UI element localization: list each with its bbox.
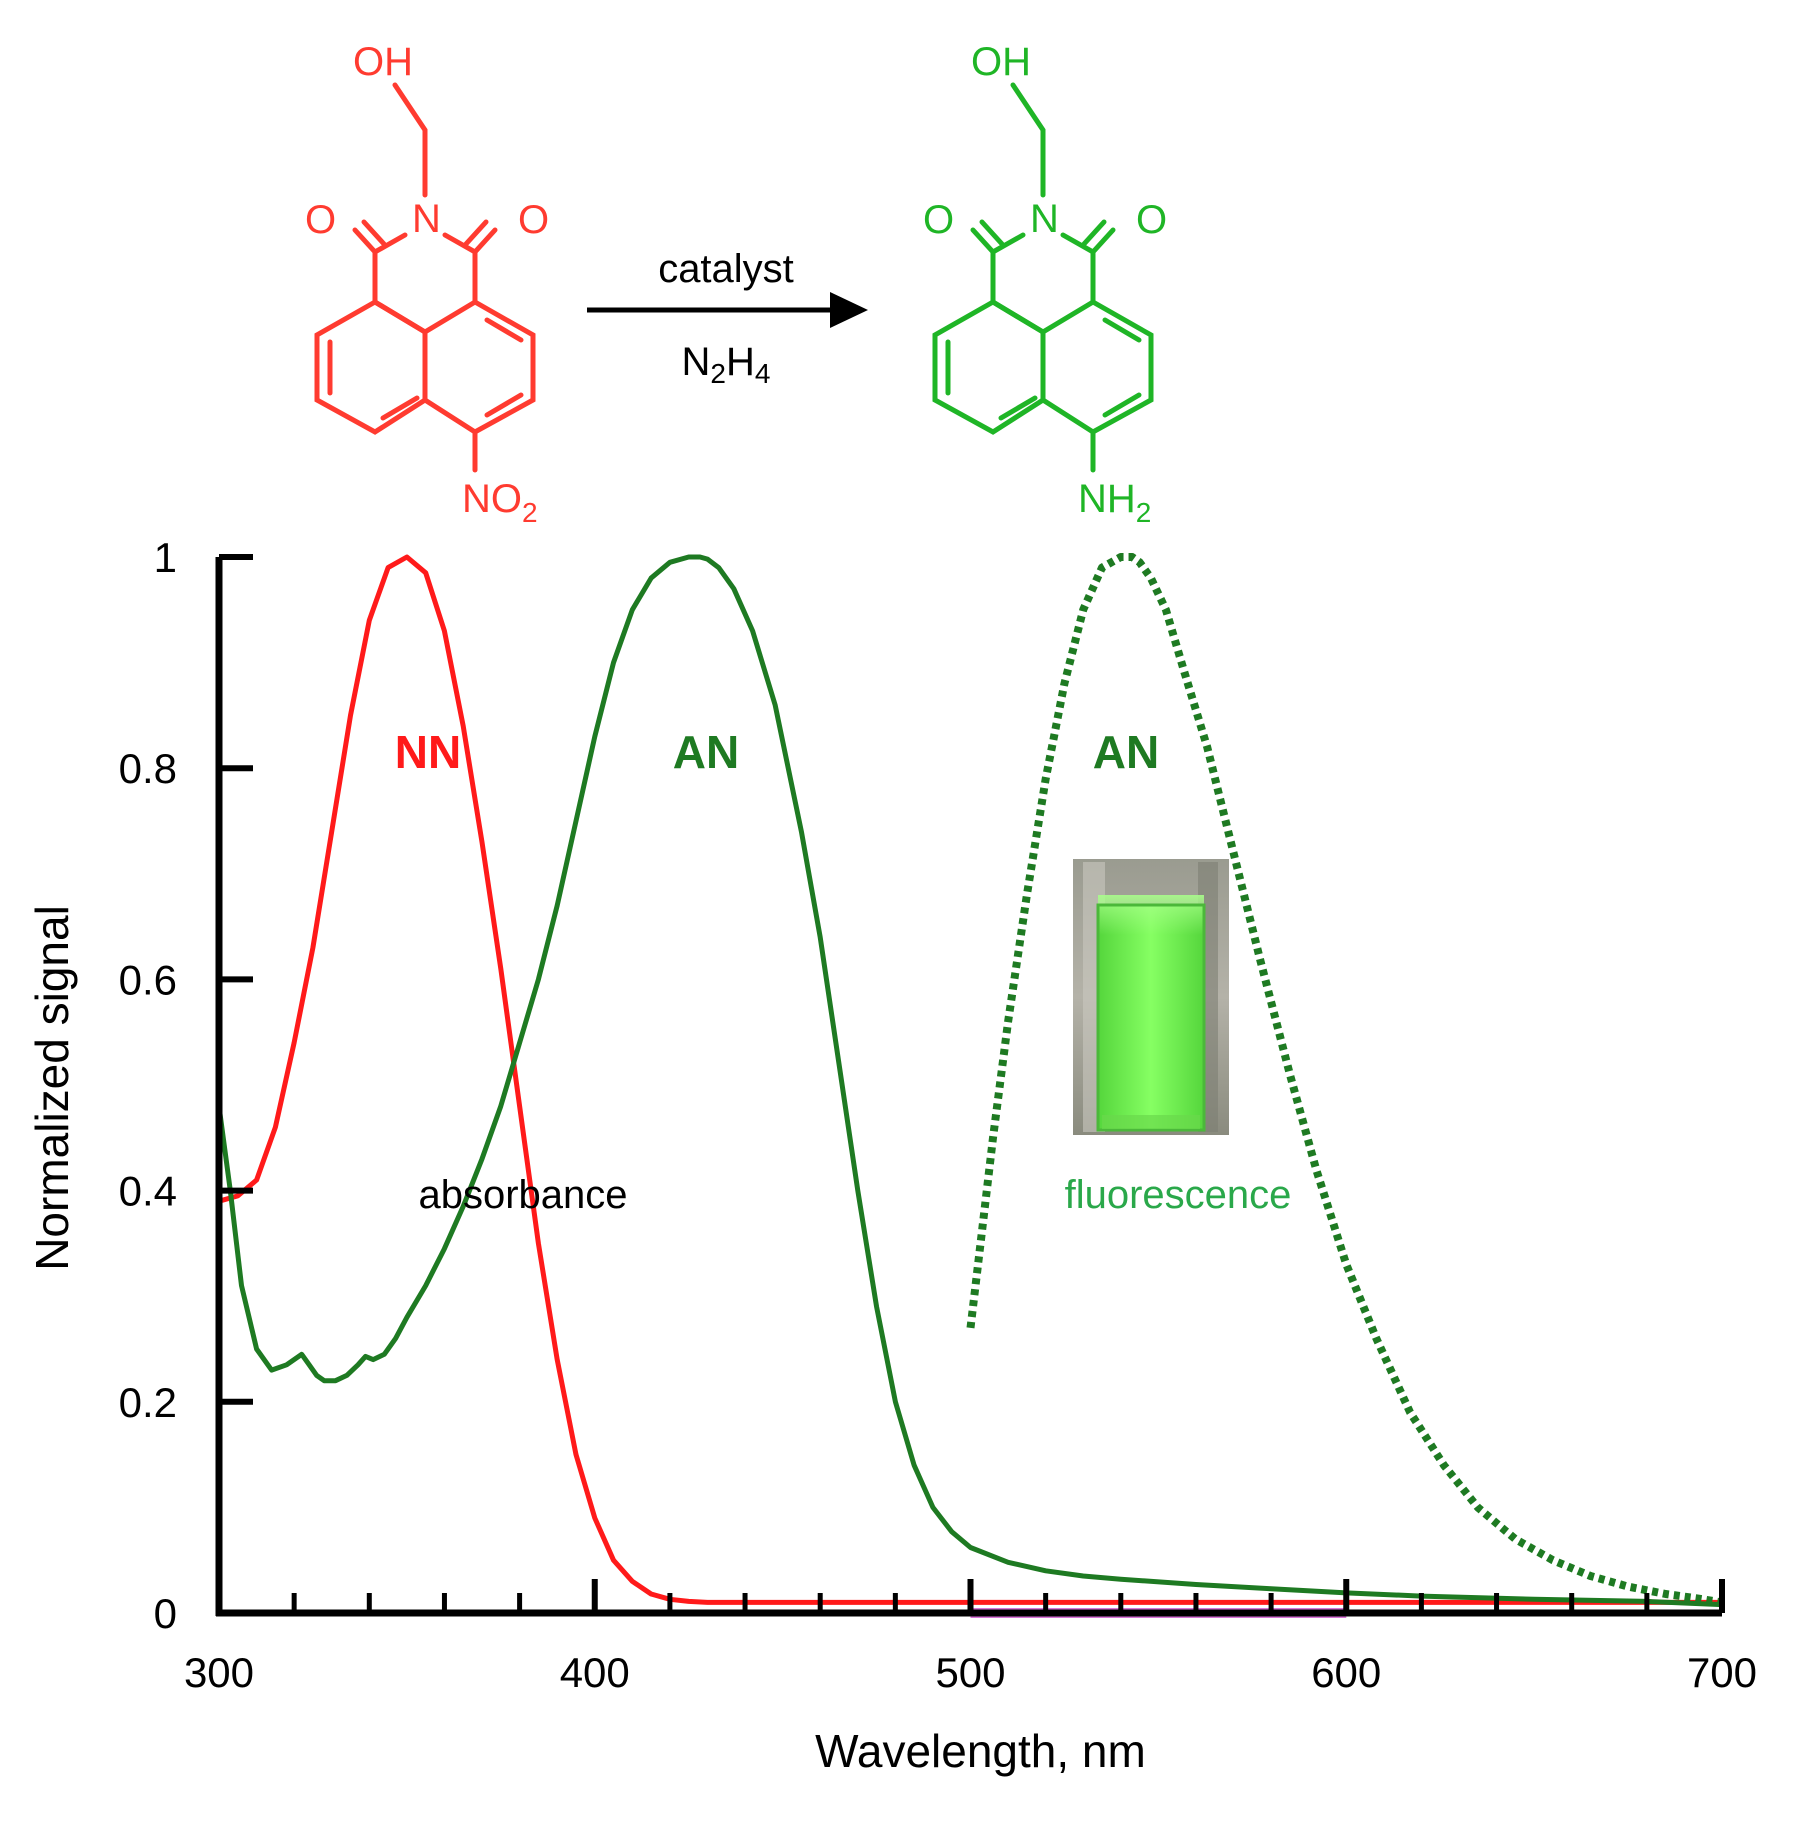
product-amine-subscript: 2: [1136, 497, 1152, 528]
x-tick-label-0: 300: [184, 1649, 254, 1696]
product-amine-label: NH2: [1078, 477, 1151, 528]
arrow-bottom-n: N: [682, 340, 711, 384]
series-line-2: [216, 554, 1723, 1608]
reactant-n-label: N: [412, 197, 441, 241]
product-n-label: N: [1030, 197, 1059, 241]
reactant-labels: OH O N O NO2: [305, 40, 549, 528]
arrow-bottom-label: N2H4: [682, 340, 771, 389]
reactant-nitro-main: NO: [462, 477, 522, 521]
nn-absorbance-label: NN: [395, 726, 461, 778]
an-absorbance-label: AN: [673, 726, 739, 778]
product-o-left-label: O: [923, 198, 954, 242]
reactant-o-right-label: O: [518, 198, 549, 242]
arrow-top-label: catalyst: [658, 247, 794, 291]
arrow-bottom-n-subscript: 2: [710, 358, 726, 389]
x-tick-label-1: 400: [560, 1649, 630, 1696]
fluorescence-label: fluorescence: [1065, 1173, 1292, 1217]
series-line-1: [218, 554, 1722, 1605]
arrow-bottom-h: H: [726, 340, 755, 384]
y-tick-label-1: 0.2: [119, 1379, 177, 1426]
y-tick-label-3: 0.6: [119, 956, 177, 1003]
product-structure: [932, 82, 1154, 473]
an-fluorescence-label: AN: [1093, 726, 1159, 778]
product-oh-label: OH: [971, 40, 1031, 84]
reaction-arrow: [587, 292, 868, 328]
product-o-right-label: O: [1136, 198, 1167, 242]
y-tick-label-5: 1: [154, 534, 177, 581]
arrow-bottom-h-subscript: 4: [755, 358, 771, 389]
spectrum-plot: 0 0.2 0.4 0.6 0.8 1 300 400 500 600 700 Wavelength,…: [26, 534, 1757, 1777]
series-line-3: [966, 553, 1723, 1607]
y-axis-title: Normalized signal: [26, 905, 78, 1271]
cuvette-photo: [1073, 859, 1229, 1135]
y-tick-label-4: 0.8: [119, 745, 177, 792]
x-axis-title: Wavelength, nm: [815, 1725, 1146, 1777]
curve-annotations: NN AN AN absorbance fluorescence: [395, 726, 1292, 1217]
product-labels: OH O N O NH2: [923, 40, 1167, 528]
reactant-nitro-label: NO2: [462, 477, 538, 528]
reactant-o-left-label: O: [305, 198, 336, 242]
y-tick-label-2: 0.4: [119, 1168, 177, 1215]
reactant-oh-label: OH: [353, 40, 413, 84]
y-tick-label-0: 0: [154, 1590, 177, 1637]
x-tick-label-3: 600: [1311, 1649, 1381, 1696]
reactant-nitro-subscript: 2: [522, 497, 538, 528]
absorbance-label: absorbance: [418, 1173, 627, 1217]
product-amine-main: NH: [1078, 477, 1136, 521]
x-tick-label-2: 500: [935, 1649, 1005, 1696]
x-tick-label-4: 700: [1687, 1649, 1757, 1696]
reactant-structure: [314, 82, 536, 473]
